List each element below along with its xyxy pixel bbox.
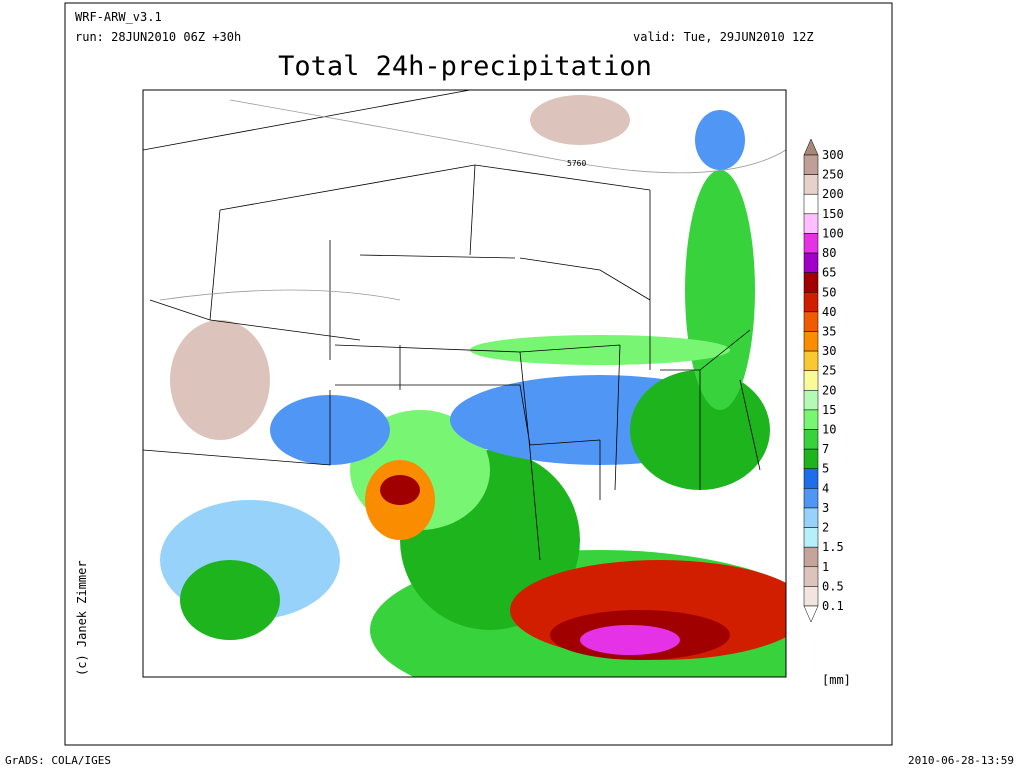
colorbar-label: 0.5 — [822, 579, 844, 593]
colorbar-label: 7 — [822, 442, 829, 456]
colorbar-box — [803, 566, 819, 587]
colorbar-label: 25 — [822, 364, 836, 378]
colorbar-box — [803, 174, 819, 195]
run-label: run: 28JUN2010 06Z +30h — [75, 30, 241, 44]
colorbar-label: 3 — [822, 501, 829, 515]
colorbar-box — [803, 213, 819, 234]
colorbar-box — [803, 488, 819, 509]
colorbar-label: 40 — [822, 305, 836, 319]
colorbar-box — [803, 546, 819, 568]
colorbar-box — [803, 350, 819, 371]
map: 5760 — [142, 89, 787, 678]
colorbar-label: 30 — [822, 344, 836, 358]
colorbar-box — [803, 409, 819, 430]
colorbar-label: 1.5 — [822, 540, 844, 554]
credit: (c) Janek Zimmer — [75, 560, 89, 676]
contour-label: 5760 — [567, 159, 586, 168]
legend-unit: [mm] — [822, 673, 851, 687]
colorbar-label: 65 — [822, 266, 836, 280]
colorbar-box — [803, 311, 819, 332]
colorbar-box — [803, 586, 819, 607]
colorbar-box — [803, 233, 819, 254]
colorbar-box — [803, 272, 819, 293]
colorbar-label: 300 — [822, 148, 844, 162]
colorbar-label: 1 — [822, 560, 829, 574]
model-label: WRF-ARW_v3.1 — [75, 10, 162, 24]
colorbar-box — [803, 370, 819, 391]
colorbar-label: 50 — [822, 285, 836, 299]
colorbar-box — [803, 527, 819, 548]
colorbar: 300 250 200 150 100 80 65 50 40 35 30 25 20 15 10 7 5 4 3 2… — [803, 138, 844, 623]
colorbar-box — [803, 390, 819, 411]
colorbar-label: 100 — [822, 226, 844, 240]
valid-label: valid: Tue, 29JUN2010 12Z — [633, 30, 814, 44]
footer-left: GrADS: COLA/IGES — [5, 754, 111, 767]
footer-right: 2010-06-28-13:59 — [908, 754, 1014, 767]
map-frame — [142, 89, 787, 678]
colorbar-box — [803, 468, 819, 489]
colorbar-label: 35 — [822, 324, 836, 338]
colorbar-label: 80 — [822, 246, 836, 260]
colorbar-label: 20 — [822, 383, 836, 397]
colorbar-box — [803, 154, 819, 175]
colorbar-label: 150 — [822, 207, 844, 221]
colorbar-label: 10 — [822, 423, 836, 437]
colorbar-box — [803, 429, 819, 450]
colorbar-box — [803, 193, 819, 215]
colorbar-label: 200 — [822, 187, 844, 201]
precip-field — [160, 95, 786, 677]
colorbar-label: 2 — [822, 521, 829, 535]
colorbar-label: 5 — [822, 462, 829, 476]
title: Total 24h-precipitation — [278, 51, 652, 82]
colorbar-cap — [803, 605, 819, 623]
colorbar-box — [803, 448, 819, 469]
colorbar-box — [803, 331, 819, 352]
colorbar-label: 0.1 — [822, 599, 844, 613]
colorbar-box — [803, 252, 819, 273]
colorbar-label: 15 — [822, 403, 836, 417]
colorbar-label: 4 — [822, 481, 829, 495]
colorbar-label: 250 — [822, 168, 844, 182]
colorbar-box — [803, 292, 819, 313]
boundaries — [143, 90, 786, 561]
colorbar-box — [803, 507, 819, 528]
